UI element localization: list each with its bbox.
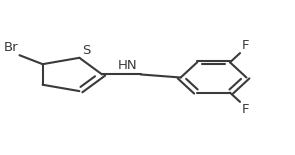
Text: HN: HN <box>118 59 138 72</box>
Text: F: F <box>241 103 249 116</box>
Text: Br: Br <box>4 41 18 54</box>
Text: S: S <box>82 44 90 57</box>
Text: F: F <box>241 39 249 52</box>
